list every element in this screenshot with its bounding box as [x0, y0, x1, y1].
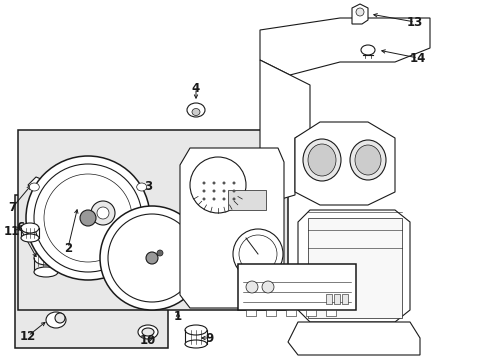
- Circle shape: [100, 206, 203, 310]
- Ellipse shape: [184, 325, 206, 335]
- Circle shape: [212, 189, 215, 193]
- Circle shape: [232, 181, 235, 184]
- Text: 9: 9: [205, 332, 214, 345]
- Bar: [333, 294, 339, 304]
- Circle shape: [146, 252, 158, 264]
- Bar: [325, 310, 335, 316]
- Circle shape: [212, 198, 215, 201]
- Circle shape: [202, 189, 205, 193]
- Bar: [265, 310, 275, 316]
- Circle shape: [190, 157, 245, 213]
- Bar: [227, 190, 265, 210]
- Ellipse shape: [303, 139, 340, 181]
- Circle shape: [202, 198, 205, 201]
- Polygon shape: [287, 322, 419, 355]
- Ellipse shape: [360, 45, 374, 55]
- Bar: [245, 310, 256, 316]
- Ellipse shape: [138, 325, 158, 339]
- Text: 11: 11: [4, 225, 20, 238]
- Ellipse shape: [137, 183, 146, 191]
- Text: 5: 5: [174, 224, 182, 237]
- Bar: [305, 310, 315, 316]
- Circle shape: [222, 198, 225, 201]
- Ellipse shape: [93, 181, 107, 197]
- Ellipse shape: [34, 251, 58, 265]
- Ellipse shape: [55, 313, 65, 323]
- Circle shape: [245, 281, 258, 293]
- Circle shape: [222, 189, 225, 193]
- Polygon shape: [294, 122, 394, 205]
- Bar: [341, 294, 347, 304]
- Text: 12: 12: [20, 329, 36, 342]
- Text: 2: 2: [64, 242, 72, 255]
- Circle shape: [97, 207, 109, 219]
- Text: 6: 6: [16, 221, 24, 234]
- Ellipse shape: [34, 267, 58, 277]
- Ellipse shape: [46, 312, 66, 328]
- Ellipse shape: [307, 144, 335, 176]
- Polygon shape: [73, 198, 130, 243]
- Ellipse shape: [355, 8, 363, 16]
- Ellipse shape: [142, 328, 154, 336]
- Polygon shape: [260, 60, 309, 200]
- Polygon shape: [260, 18, 429, 75]
- Ellipse shape: [192, 108, 200, 116]
- Ellipse shape: [184, 340, 206, 348]
- Circle shape: [44, 174, 132, 262]
- Polygon shape: [28, 177, 46, 193]
- Ellipse shape: [21, 234, 39, 242]
- Text: 4: 4: [191, 81, 200, 94]
- Text: 7: 7: [8, 202, 16, 215]
- Polygon shape: [180, 148, 284, 308]
- Polygon shape: [110, 260, 130, 274]
- Circle shape: [108, 214, 196, 302]
- Ellipse shape: [186, 103, 204, 117]
- Polygon shape: [351, 4, 367, 24]
- Circle shape: [80, 210, 96, 226]
- Circle shape: [232, 189, 235, 193]
- Text: 14: 14: [409, 51, 426, 64]
- Bar: [307, 218, 401, 318]
- Bar: [15, 195, 168, 348]
- Circle shape: [34, 164, 142, 272]
- Circle shape: [232, 229, 283, 279]
- Circle shape: [202, 181, 205, 184]
- Bar: [325, 294, 331, 304]
- Circle shape: [212, 181, 215, 184]
- Circle shape: [222, 181, 225, 184]
- Text: 15: 15: [381, 287, 397, 300]
- Ellipse shape: [349, 140, 385, 180]
- Bar: [18, 130, 287, 310]
- Text: 10: 10: [140, 333, 156, 346]
- Polygon shape: [297, 210, 409, 322]
- Text: 13: 13: [406, 15, 422, 28]
- Circle shape: [262, 281, 273, 293]
- Bar: [285, 310, 295, 316]
- Circle shape: [232, 198, 235, 201]
- Circle shape: [157, 250, 163, 256]
- Ellipse shape: [29, 183, 39, 191]
- Text: 3: 3: [143, 180, 152, 193]
- Circle shape: [91, 201, 115, 225]
- Ellipse shape: [354, 145, 380, 175]
- FancyBboxPatch shape: [238, 264, 355, 310]
- Circle shape: [26, 156, 150, 280]
- Text: 1: 1: [174, 310, 182, 323]
- Text: 8: 8: [110, 211, 118, 225]
- Circle shape: [239, 235, 276, 273]
- Ellipse shape: [21, 223, 39, 233]
